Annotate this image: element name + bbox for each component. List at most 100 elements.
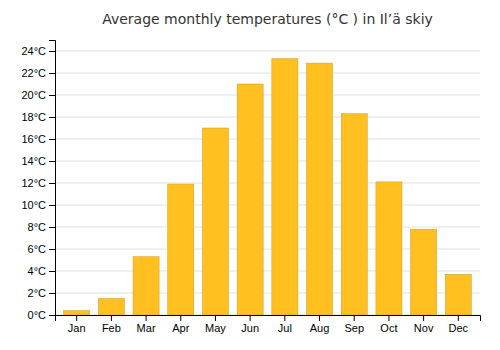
x-tick: Apr — [172, 315, 189, 334]
x-axis: Jan Feb Mar Apr May Jun Jul Aug Sep Oct Nov Dec — [56, 315, 481, 334]
x-tick: Oct — [380, 315, 397, 334]
y-tick-label: 18°C — [21, 111, 46, 123]
x-tick-label: Nov — [414, 322, 434, 334]
x-tick-mark — [111, 315, 112, 321]
y-tick-label: 6°C — [28, 243, 47, 255]
x-tick-label: Jan — [68, 322, 86, 334]
y-axis: 0°C 2°C 4°C 6°C 8°C 10°C 12°C 14°C 16°C 18°C 20°C 2… — [21, 41, 55, 322]
grid-line — [55, 161, 480, 162]
y-tick-mark — [49, 293, 55, 294]
grid-line — [55, 73, 480, 74]
y-tick-label: 10°C — [21, 199, 46, 211]
grid — [55, 51, 480, 315]
grid-line — [55, 205, 480, 206]
y-tick-mark — [49, 95, 55, 96]
bar — [272, 59, 298, 315]
y-tick-mark — [49, 271, 55, 272]
x-tick-label: Sep — [344, 322, 364, 334]
bar — [202, 128, 228, 315]
x-tick: Jun — [241, 315, 259, 334]
bar — [307, 63, 333, 315]
x-tick-mark — [215, 315, 216, 321]
bar — [376, 182, 402, 315]
bar — [98, 299, 124, 316]
y-tick-label: 16°C — [21, 133, 46, 145]
grid-line — [55, 183, 480, 184]
y-tick-mark — [49, 227, 55, 228]
x-tick-mark — [458, 315, 459, 321]
x-axis-line — [56, 316, 481, 322]
bars — [64, 59, 472, 315]
y-tick-mark — [49, 249, 55, 250]
y-tick-mark — [49, 51, 55, 52]
y-tick-mark — [49, 139, 55, 140]
x-tick-label: Feb — [102, 322, 121, 334]
bar — [411, 229, 437, 315]
y-tick-label: 2°C — [28, 287, 47, 299]
x-tick-mark — [76, 315, 77, 321]
y-tick: 22°C — [21, 67, 55, 79]
bar — [341, 114, 367, 315]
title: Average monthly temperatures (°C ) in Il… — [102, 11, 433, 27]
grid-line — [55, 51, 480, 52]
y-tick-label: 14°C — [21, 155, 46, 167]
x-tick: Jul — [278, 315, 292, 334]
x-tick-label: May — [205, 322, 226, 334]
x-tick-label: Dec — [449, 322, 469, 334]
x-tick-mark — [423, 315, 424, 321]
y-tick-label: 22°C — [21, 67, 46, 79]
x-tick-mark — [284, 315, 285, 321]
y-tick: 6°C — [28, 243, 55, 255]
x-tick-label: Oct — [380, 322, 397, 334]
y-tick-label: 12°C — [21, 177, 46, 189]
y-tick: 4°C — [28, 265, 55, 277]
x-tick-label: Jun — [241, 322, 259, 334]
y-tick-mark — [49, 205, 55, 206]
y-tick-label: 24°C — [21, 45, 46, 57]
y-tick: 12°C — [21, 177, 55, 189]
y-tick: 14°C — [21, 155, 55, 167]
chart: Jan Feb Mar Apr May Jun Jul Aug Sep Oct Nov Dec 0°C 2… — [0, 0, 500, 350]
x-tick-label: Mar — [137, 322, 156, 334]
y-tick-mark — [49, 73, 55, 74]
grid-line — [55, 227, 480, 228]
x-tick-mark — [180, 315, 181, 321]
x-tick-mark — [388, 315, 389, 321]
grid-line — [55, 139, 480, 140]
bar — [168, 184, 194, 315]
y-tick-label: 4°C — [28, 265, 47, 277]
y-tick: 18°C — [21, 111, 55, 123]
grid-line — [55, 117, 480, 118]
x-tick: Jan — [68, 315, 86, 334]
y-tick-label: 20°C — [21, 89, 46, 101]
x-tick-mark — [319, 315, 320, 321]
y-tick-mark — [49, 161, 55, 162]
plot: Jan Feb Mar Apr May Jun Jul Aug Sep Oct Nov Dec 0°C 2… — [21, 41, 480, 334]
bar — [237, 84, 263, 315]
y-tick: 20°C — [21, 89, 55, 101]
bar — [445, 274, 471, 315]
y-tick-mark — [49, 117, 55, 118]
y-tick: 0°C — [28, 309, 55, 321]
y-axis-line — [49, 41, 56, 316]
x-tick-mark — [354, 315, 355, 321]
x-tick-mark — [146, 315, 147, 321]
bar — [64, 311, 90, 315]
y-tick: 2°C — [28, 287, 55, 299]
y-tick-mark — [49, 183, 55, 184]
x-tick-mark — [250, 315, 251, 321]
y-tick: 10°C — [21, 199, 55, 211]
y-tick: 16°C — [21, 133, 55, 145]
x-tick-label: Apr — [172, 322, 189, 334]
x-tick-label: Jul — [278, 322, 292, 334]
grid-line — [55, 95, 480, 96]
y-tick-mark — [49, 315, 55, 316]
bar — [133, 257, 159, 315]
x-tick: Sep — [344, 315, 364, 334]
x-tick: Mar — [137, 315, 156, 334]
y-tick-label: 8°C — [28, 221, 47, 233]
y-tick: 8°C — [28, 221, 55, 233]
x-tick: Nov — [414, 315, 434, 334]
x-tick: Aug — [310, 315, 330, 334]
x-tick: Feb — [102, 315, 121, 334]
